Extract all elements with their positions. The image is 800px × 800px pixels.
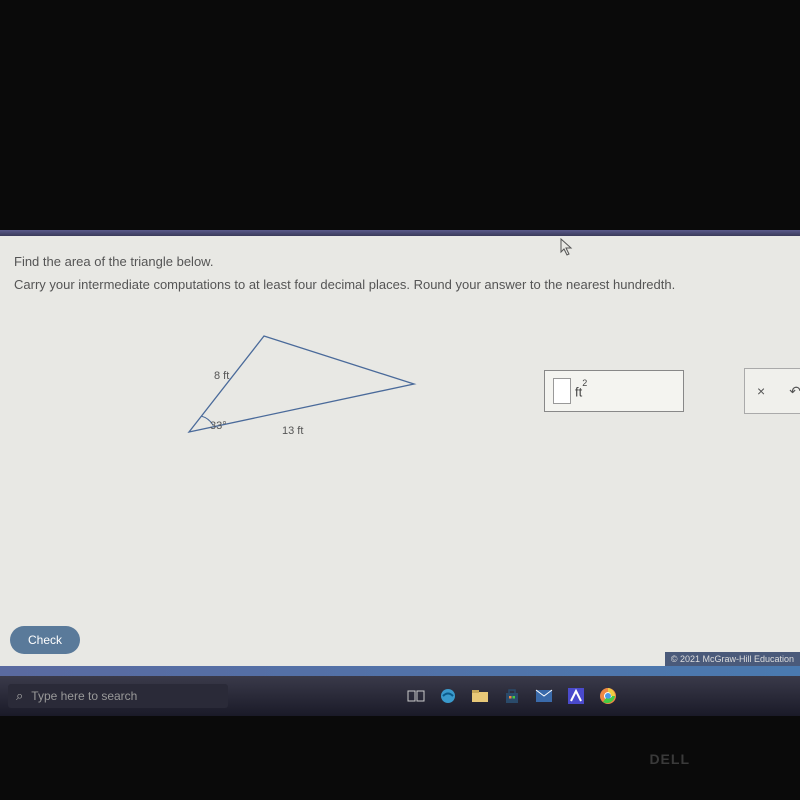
store-icon[interactable] <box>500 684 524 708</box>
side-a-label: 8 ft <box>214 370 229 382</box>
angle-label: 33° <box>210 420 227 432</box>
figure-area: 8 ft 33° 13 ft ft2 × ↶ <box>14 312 786 512</box>
question-text-1: Find the area of the triangle below. <box>14 254 786 269</box>
monitor-bezel-top <box>0 0 800 230</box>
app-icon[interactable] <box>564 684 588 708</box>
windows-taskbar: ⌕ Type here to search <box>0 676 800 716</box>
dell-logo: DELL <box>649 751 690 767</box>
footer-bar <box>0 666 800 676</box>
clear-button[interactable]: × <box>757 383 765 399</box>
answer-box: ft2 <box>544 370 684 412</box>
monitor-bezel-bottom: DELL <box>0 716 800 800</box>
search-icon: ⌕ <box>16 688 23 704</box>
triangle-diagram <box>179 322 439 462</box>
cursor-icon <box>560 238 574 260</box>
side-b-label: 13 ft <box>282 425 303 437</box>
action-buttons: × ↶ <box>744 368 800 414</box>
taskview-icon[interactable] <box>404 684 428 708</box>
search-placeholder: Type here to search <box>31 689 137 703</box>
question-panel: Find the area of the triangle below. Car… <box>0 236 800 666</box>
answer-unit: ft2 <box>575 383 587 399</box>
unit-sup: 2 <box>582 378 587 388</box>
check-button[interactable]: Check <box>10 626 80 654</box>
copyright-text: © 2021 McGraw-Hill Education <box>665 652 800 666</box>
question-text-2: Carry your intermediate computations to … <box>14 277 786 292</box>
explorer-icon[interactable] <box>468 684 492 708</box>
taskbar-search[interactable]: ⌕ Type here to search <box>8 684 228 708</box>
edge-icon[interactable] <box>436 684 460 708</box>
answer-input[interactable] <box>553 378 571 404</box>
reset-button[interactable]: ↶ <box>789 383 800 400</box>
chrome-icon[interactable] <box>596 684 620 708</box>
mail-icon[interactable] <box>532 684 556 708</box>
